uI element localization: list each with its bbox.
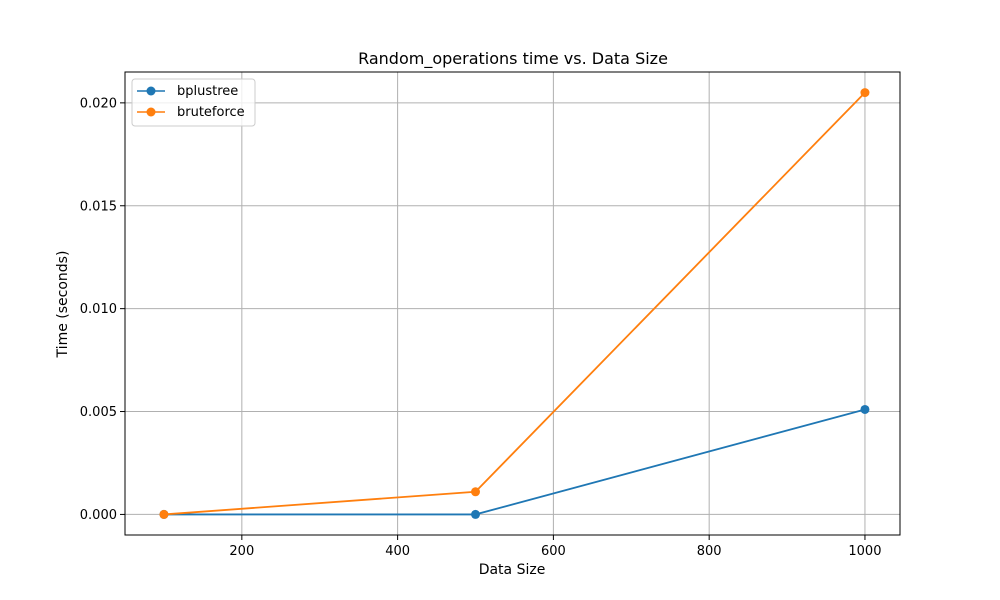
x-tick-label: 1000 [848, 544, 881, 559]
grid [125, 72, 900, 535]
data-point-bruteforce [471, 487, 481, 497]
y-axis-ticks: 0.000 0.005 0.010 0.015 0.020 [80, 96, 125, 523]
x-tick-label: 200 [229, 544, 254, 559]
y-tick-label: 0.020 [80, 96, 117, 111]
legend: bplustree bruteforce [131, 78, 256, 127]
x-tick-label: 600 [541, 544, 566, 559]
plot-frame [124, 71, 901, 536]
y-tick-label: 0.000 [80, 508, 117, 523]
y-tick-label: 0.015 [80, 199, 117, 214]
legend-marker-bruteforce [146, 107, 156, 117]
chart-title: Random_operations time vs. Data Size [358, 49, 668, 69]
legend-marker-bplustree [146, 86, 156, 96]
x-tick-label: 400 [385, 544, 410, 559]
data-point-bplustree [471, 509, 481, 519]
y-axis-label: Time (seconds) [55, 251, 71, 359]
y-tick-label: 0.005 [80, 405, 117, 420]
data-point-bruteforce [159, 509, 169, 519]
legend-label-bplustree: bplustree [177, 84, 238, 99]
data-point-bplustree [860, 404, 870, 414]
y-tick-label: 0.010 [80, 302, 117, 317]
series-bruteforce [159, 88, 870, 519]
x-tick-label: 800 [697, 544, 722, 559]
x-axis-ticks: 200 400 600 800 1000 [229, 535, 881, 559]
x-axis-label: Data Size [479, 562, 546, 578]
series [159, 88, 870, 519]
data-point-bruteforce [860, 88, 870, 98]
legend-label-bruteforce: bruteforce [177, 105, 245, 120]
series-bplustree [159, 404, 870, 519]
